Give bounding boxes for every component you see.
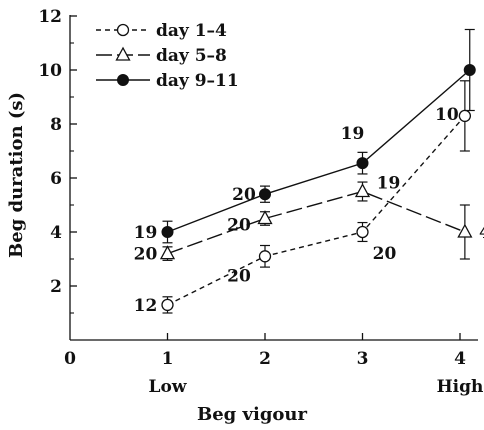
- y-tick-label: 6: [50, 169, 62, 189]
- x-tick-label: 2: [259, 349, 271, 369]
- point-open-triangle: [257, 210, 273, 225]
- point-open-triangle: [159, 245, 176, 260]
- legend-marker-filled-circle: [117, 74, 129, 86]
- legend-label: day 5–8: [156, 46, 227, 66]
- y-tick-label: 8: [50, 115, 62, 135]
- legend-label: day 1–4: [156, 21, 227, 41]
- point-filled-circle: [161, 226, 174, 238]
- y-tick-label: 4: [50, 223, 62, 243]
- sample-size-label: 19: [134, 223, 158, 243]
- sample-size-labels: 1220201020201941920195: [134, 105, 484, 316]
- sample-size-label: 20: [134, 245, 158, 265]
- x-axis-title: Beg vigour: [197, 404, 307, 425]
- sample-size-label: 12: [134, 296, 158, 316]
- point-open-triangle: [457, 223, 473, 238]
- sample-size-label: 20: [227, 216, 251, 236]
- series-line-3: [167, 69, 471, 233]
- x-tick-label: 3: [357, 349, 369, 369]
- y-tick-label: 10: [38, 61, 62, 81]
- point-filled-circle: [356, 157, 369, 170]
- data-markers: [159, 28, 476, 314]
- legend: day 1–4 day 5–8 day 9–11: [96, 21, 239, 91]
- sample-size-label: 20: [373, 244, 397, 264]
- sample-size-label: 20: [227, 266, 251, 286]
- sample-size-label: 20: [232, 185, 256, 205]
- point-filled-circle: [463, 64, 476, 76]
- point-open-circle: [356, 225, 369, 239]
- point-open-circle: [161, 298, 174, 312]
- y-tick-label: 12: [38, 7, 62, 27]
- x-tick-label: 1: [162, 349, 174, 369]
- legend-label: day 9–11: [156, 71, 239, 91]
- y-tick-label: 2: [50, 277, 62, 297]
- series-line-1: [167, 115, 466, 306]
- sample-size-label: 19: [341, 124, 365, 144]
- sample-size-label: 10: [435, 105, 459, 125]
- legend-marker-open-circle: [116, 23, 130, 37]
- sample-size-label: 19: [377, 174, 401, 194]
- x-tick-label: 0: [64, 349, 76, 369]
- x-category-label: High: [437, 377, 484, 397]
- series-lines: [167, 69, 471, 306]
- point-open-circle: [458, 109, 472, 123]
- point-open-triangle: [354, 183, 371, 198]
- point-filled-circle: [259, 188, 271, 201]
- sample-size-label: 4: [479, 223, 484, 243]
- y-axis-title: Beg duration (s): [6, 92, 27, 258]
- legend-marker-open-triangle: [115, 46, 131, 61]
- x-tick-label: 4: [454, 349, 466, 369]
- point-open-circle: [258, 250, 272, 263]
- series-line-2: [167, 190, 466, 255]
- x-category-label: Low: [149, 377, 187, 397]
